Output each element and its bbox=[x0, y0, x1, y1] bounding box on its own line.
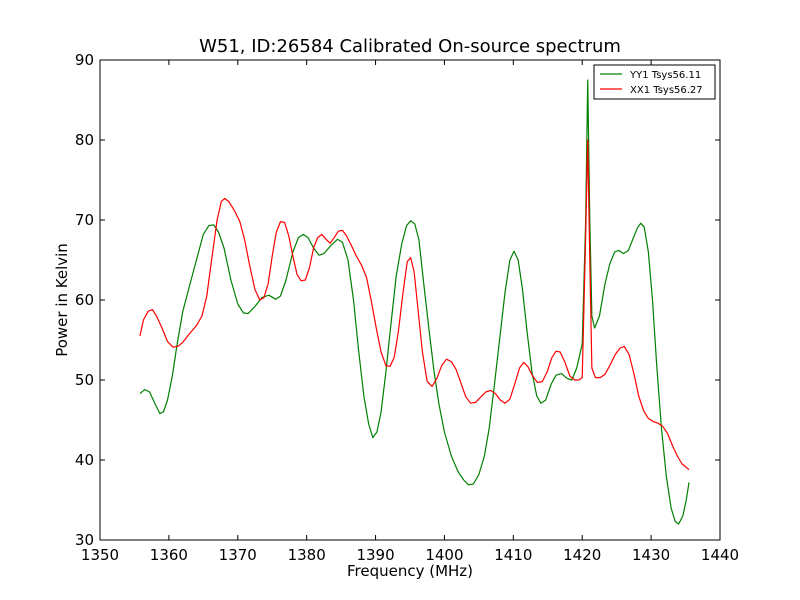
x-tick-label: 1430 bbox=[632, 546, 670, 564]
legend-label-1: XX1 Tsys56.27 bbox=[630, 85, 703, 96]
series-line-0 bbox=[139, 79, 690, 525]
x-tick-label: 1370 bbox=[219, 546, 257, 564]
series-layer bbox=[139, 79, 690, 525]
legend: YY1 Tsys56.11 XX1 Tsys56.27 bbox=[593, 64, 716, 100]
plot-area: 1350 1360 1370 1380 1390 1400 1410 1420 1430 1440… bbox=[75, 51, 739, 564]
y-axis-label: Power in Kelvin bbox=[53, 243, 71, 357]
legend-label-0: YY1 Tsys56.11 bbox=[629, 70, 701, 81]
x-tick-label: 1410 bbox=[494, 546, 532, 564]
y-tick-label: 30 bbox=[75, 531, 94, 549]
x-tick-label: 1420 bbox=[563, 546, 601, 564]
legend-box bbox=[593, 64, 716, 100]
x-tick-label: 1400 bbox=[425, 546, 463, 564]
y-tick-label: 90 bbox=[75, 51, 94, 69]
x-tick-label: 1360 bbox=[150, 546, 188, 564]
y-tick-label: 70 bbox=[75, 211, 94, 229]
chart-title: W51, ID:26584 Calibrated On-source spect… bbox=[199, 36, 621, 57]
y-tick-label: 40 bbox=[75, 451, 94, 469]
series-line-1 bbox=[139, 139, 690, 471]
x-tick-label: 1350 bbox=[81, 546, 119, 564]
x-tick-label: 1380 bbox=[288, 546, 326, 564]
ticks-layer: 1350 1360 1370 1380 1390 1400 1410 1420 1430 1440… bbox=[75, 51, 739, 564]
x-tick-label: 1390 bbox=[356, 546, 394, 564]
plot-background bbox=[100, 60, 720, 540]
x-axis-label: Frequency (MHz) bbox=[347, 562, 473, 580]
x-tick-label: 1440 bbox=[701, 546, 739, 564]
y-tick-label: 80 bbox=[75, 131, 94, 149]
y-tick-label: 50 bbox=[75, 371, 94, 389]
y-tick-label: 60 bbox=[75, 291, 94, 309]
